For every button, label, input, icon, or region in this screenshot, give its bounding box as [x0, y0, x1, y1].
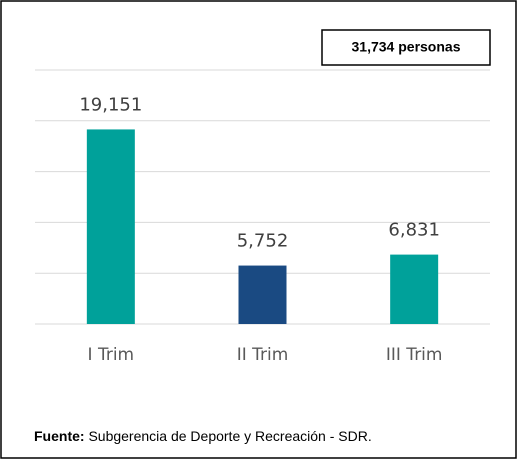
annotation: 31,734 personas — [352, 39, 461, 55]
bar — [238, 265, 287, 324]
source-text: Subgerencia de Deporte y Recreación - SD… — [88, 428, 371, 444]
source-label: Fuente: — [34, 428, 85, 444]
annotation-box — [321, 29, 491, 66]
bar — [390, 254, 439, 324]
x-tick-label: I Trim — [88, 345, 135, 365]
value-label: 6,831 — [388, 220, 440, 241]
bar — [86, 129, 135, 324]
x-tick-label: II Trim — [237, 345, 289, 365]
x-tick-label: III Trim — [386, 345, 443, 365]
value-label: 19,151 — [79, 94, 142, 115]
value-label: 5,752 — [237, 231, 289, 252]
source: Fuente: Subgerencia de Deporte y Recreac… — [34, 428, 372, 444]
